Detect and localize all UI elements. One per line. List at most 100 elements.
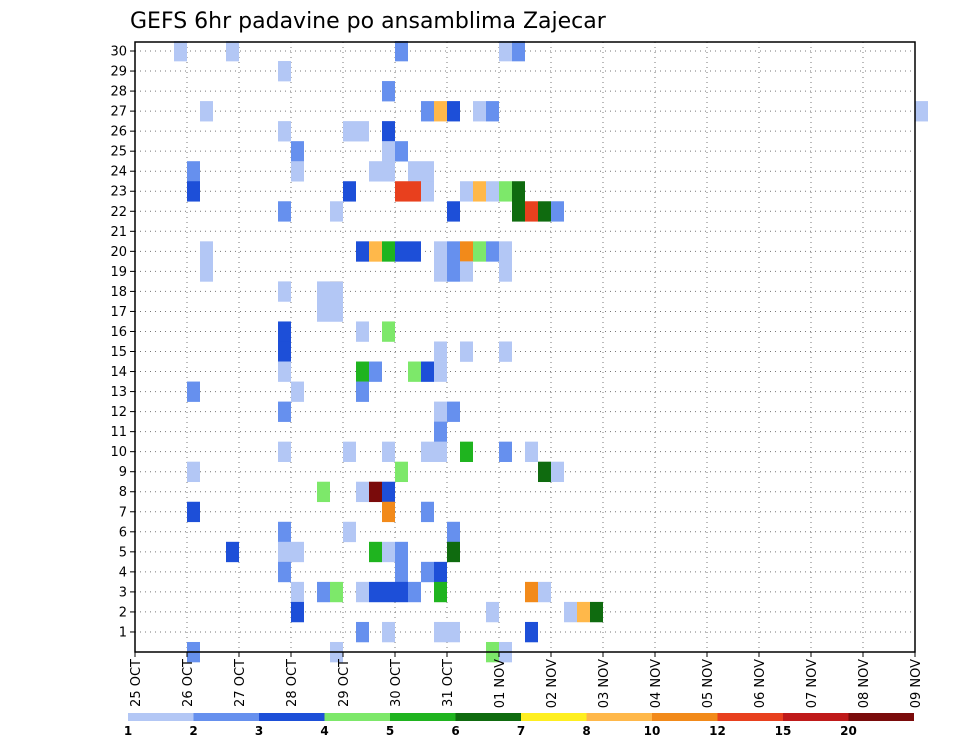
x-tick-label: 06 NOV [753,659,768,708]
x-tick-label: 09 NOV [909,659,924,708]
legend-swatch [128,713,194,721]
precip-cell [187,501,200,523]
y-tick-label: 10 [110,445,127,460]
legend-label: 12 [709,724,726,738]
precip-cell [434,421,447,442]
precip-cell [447,101,460,122]
precip-cell [434,241,447,262]
precip-cell [278,341,291,362]
precip-cell [499,181,512,202]
precip-cell [291,141,304,162]
precip-cell [460,181,473,202]
precip-cell [278,121,291,142]
precip-cell [395,141,408,162]
legend-label: 7 [517,724,525,738]
precip-cell [278,61,291,82]
x-tick-label: 25 OCT [129,659,144,707]
y-tick-label: 30 [110,45,127,60]
precip-cell [512,40,525,62]
precip-cell [330,581,343,603]
precip-cell [278,201,291,222]
precip-cell [421,441,434,462]
precip-cell [447,621,460,643]
precip-cell [382,541,395,563]
precip-cell [915,101,928,122]
precip-cell [369,241,382,262]
precip-cell [369,161,382,182]
precip-cell [278,541,291,563]
precip-cell [356,621,369,643]
precip-cell [395,241,408,262]
x-tick-label: 27 OCT [233,659,248,707]
precip-cell [278,321,291,342]
x-tick-label: 30 OCT [389,659,404,707]
precip-cell [356,381,369,402]
y-tick-label: 16 [110,325,127,340]
precip-cell [460,441,473,462]
precip-cell [460,341,473,362]
y-tick-label: 1 [119,625,127,640]
legend-label: 20 [840,724,857,738]
precip-cell [460,241,473,262]
y-tick-label: 14 [110,365,127,380]
precip-cell [486,601,499,623]
precip-cell [226,541,239,563]
precip-cell [447,201,460,222]
precip-cell [512,181,525,202]
y-tick-label: 17 [110,305,127,320]
grid-lines [135,42,915,652]
precip-cell [278,441,291,462]
precip-cell [356,581,369,603]
precip-cell [486,101,499,122]
precip-cell [356,361,369,382]
legend-label: 1 [124,724,132,738]
precip-cell [538,461,551,483]
precip-cell [447,241,460,262]
legend-swatch [193,713,259,721]
precip-cell [564,601,577,623]
y-tick-label: 6 [119,525,127,540]
precip-cell [473,181,486,202]
precip-cell [382,321,395,342]
precip-cell [434,401,447,422]
precip-cell [291,581,304,603]
precip-cell [382,621,395,643]
precip-cell [369,541,382,563]
precip-cell [512,201,525,222]
precip-cell [395,40,408,62]
precip-cell [278,281,291,302]
precip-cell [330,281,343,302]
precip-cell [421,161,434,182]
precip-cell [395,181,408,202]
precip-cell [499,40,512,62]
precip-cell [278,361,291,382]
precip-cell [590,601,603,623]
precip-cells [174,40,928,663]
x-tick-label: 04 NOV [649,659,664,708]
precip-cell [343,441,356,462]
precip-cell [317,301,330,322]
legend-swatch [783,713,849,721]
precip-cell [434,441,447,462]
x-tick-label: 05 NOV [701,659,716,708]
y-tick-label: 4 [119,565,127,580]
x-tick-label: 03 NOV [597,659,612,708]
precip-cell [499,261,512,282]
legend-swatch [324,713,390,721]
precip-cell [447,541,460,563]
precip-cell [421,501,434,523]
legend-label: 8 [582,724,590,738]
precip-cell [200,101,213,122]
y-tick-label: 8 [119,485,127,500]
y-tick-label: 5 [119,545,127,560]
precip-cell [291,541,304,563]
precip-cell [525,441,538,462]
precip-cell [473,241,486,262]
precip-cell [434,621,447,643]
precip-cell [395,541,408,563]
precip-cell [421,101,434,122]
precip-cell [434,261,447,282]
precip-cell [395,561,408,583]
legend-swatch [848,713,914,721]
